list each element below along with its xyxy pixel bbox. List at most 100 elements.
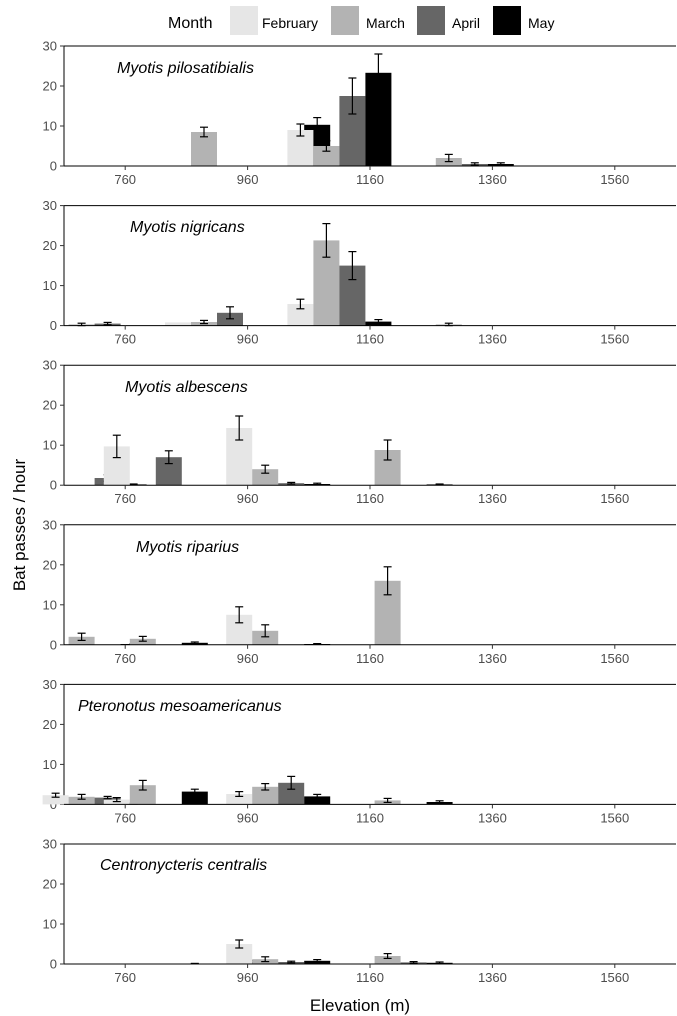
panel-4: 0 10 20 30 760 960 1160 1360 1560 Myotis riparius <box>43 517 676 666</box>
error-bar-may-810 <box>190 788 199 795</box>
x-tick-label: 1160 <box>356 332 384 347</box>
error-bar-april-710 <box>103 321 112 326</box>
y-tick-label: 0 <box>50 957 57 972</box>
y-tick-label: 30 <box>43 677 57 692</box>
bar-march-1210 <box>374 956 401 964</box>
error-bar-march-1010 <box>261 956 270 963</box>
error-bar-may-1310 <box>496 162 505 166</box>
error-bar-march-1110 <box>322 140 331 152</box>
panel-5: 0102030760960116013601560Pteronotus meso… <box>42 677 676 825</box>
legend: Month February March April May <box>168 6 554 35</box>
x-tick-label: 1360 <box>478 491 507 506</box>
y-tick-label: 10 <box>43 757 57 772</box>
panel-title: Pteronotus mesoamericanus <box>78 698 282 715</box>
panel-title: Myotis nigricans <box>130 219 245 236</box>
error-bar-april-710 <box>103 795 112 800</box>
error-bar-march-1210 <box>383 797 392 804</box>
error-bar-may-1110 <box>374 319 383 325</box>
y-tick-label: 10 <box>43 917 57 932</box>
bar-march-1010 <box>252 786 279 805</box>
y-tick-label: 30 <box>43 358 57 373</box>
y-tick-label: 20 <box>43 877 57 892</box>
error-bar-may-810 <box>190 641 199 645</box>
error-bar-may-1010 <box>313 116 322 133</box>
x-tick-label: 760 <box>114 810 136 825</box>
x-tick-label: 1160 <box>356 491 384 506</box>
error-bar-may-1210 <box>435 800 444 804</box>
y-tick-label: 0 <box>50 637 57 652</box>
legend-key-may <box>493 6 521 35</box>
y-tick-label: 10 <box>43 438 57 453</box>
bar-march-1010 <box>252 630 279 645</box>
x-tick-label: 1360 <box>478 651 507 666</box>
panel-title: Myotis pilosatibialis <box>117 60 254 77</box>
error-bar-march-1010 <box>261 624 270 638</box>
x-tick-label: 1160 <box>356 172 384 187</box>
error-bar-march-1110 <box>322 223 331 258</box>
y-tick-label: 0 <box>50 318 57 333</box>
bar-may-810 <box>181 791 208 805</box>
x-tick-label: 760 <box>114 651 136 666</box>
x-tick-label: 960 <box>237 651 259 666</box>
error-bar-february-710 <box>51 792 60 798</box>
x-tick-label: 1560 <box>600 332 629 347</box>
x-tick-label: 1160 <box>356 970 384 985</box>
panel-title: Centronycteris centralis <box>100 857 267 874</box>
bar-february-1010 <box>226 794 253 805</box>
y-tick-label: 30 <box>43 198 57 213</box>
y-tick-label: 0 <box>50 478 57 493</box>
error-bar-april-1110 <box>348 251 357 281</box>
y-tick-label: 20 <box>43 398 57 413</box>
error-bar-april-1010 <box>287 960 296 964</box>
error-bar-march-710 <box>77 793 86 800</box>
panels: 0 10 20 30 760 960 1160 1360 1560 Myotis pilosati… <box>42 39 676 985</box>
y-tick-label: 10 <box>43 119 57 134</box>
x-tick-label: 960 <box>237 172 259 187</box>
x-tick-label: 1560 <box>600 172 629 187</box>
legend-key-february <box>230 6 258 35</box>
y-tick-label: 0 <box>50 159 57 174</box>
bar-february-1110 <box>287 304 314 326</box>
error-bar-february-810 <box>112 796 121 803</box>
panel-2: 0 10 20 30 760 960 1160 1360 1560 Myotis nigrican… <box>43 198 676 347</box>
error-bar-march-810 <box>138 779 147 791</box>
y-tick-label: 20 <box>43 238 57 253</box>
panel-title: Myotis albescens <box>125 379 248 396</box>
error-bar-march-810 <box>138 635 147 642</box>
bar-april-1010 <box>278 782 305 805</box>
error-bar-march-1310 <box>444 153 453 163</box>
panel-title: Myotis riparius <box>136 539 239 556</box>
bar-february-710 <box>42 795 69 805</box>
error-bar-april-1210 <box>409 960 418 964</box>
error-bar-april-1110 <box>348 77 357 115</box>
y-tick-label: 20 <box>43 79 57 94</box>
bar-may-1010 <box>304 796 331 805</box>
x-tick-label: 1560 <box>600 810 629 825</box>
x-tick-label: 1360 <box>478 172 507 187</box>
error-bar-february-1010 <box>235 790 244 798</box>
x-tick-label: 1360 <box>478 970 507 985</box>
y-tick-label: 30 <box>43 39 57 54</box>
legend-key-march <box>331 6 359 35</box>
bar-february-910 <box>165 322 191 326</box>
error-bar-april-810 <box>164 450 173 465</box>
x-tick-label: 960 <box>237 810 259 825</box>
legend-key-april <box>417 6 445 35</box>
error-bar-march-910 <box>200 126 208 138</box>
legend-title: Month <box>168 15 212 32</box>
error-bar-february-1010 <box>235 939 244 949</box>
error-bar-may-1010 <box>313 642 322 646</box>
error-bar-february-1010 <box>235 606 244 624</box>
legend-label-april: April <box>452 15 480 31</box>
error-bar-march-1210 <box>383 439 392 461</box>
error-bar-may-1010 <box>313 958 322 963</box>
bar-march-910 <box>191 132 217 166</box>
error-bar-february-1110 <box>296 123 305 137</box>
bar-february-1010 <box>226 944 253 964</box>
x-tick-label: 760 <box>114 491 136 506</box>
x-tick-label: 960 <box>237 332 259 347</box>
y-tick-label: 10 <box>43 278 57 293</box>
error-bar-february-810 <box>112 434 121 459</box>
bar-march-1010 <box>252 469 279 486</box>
